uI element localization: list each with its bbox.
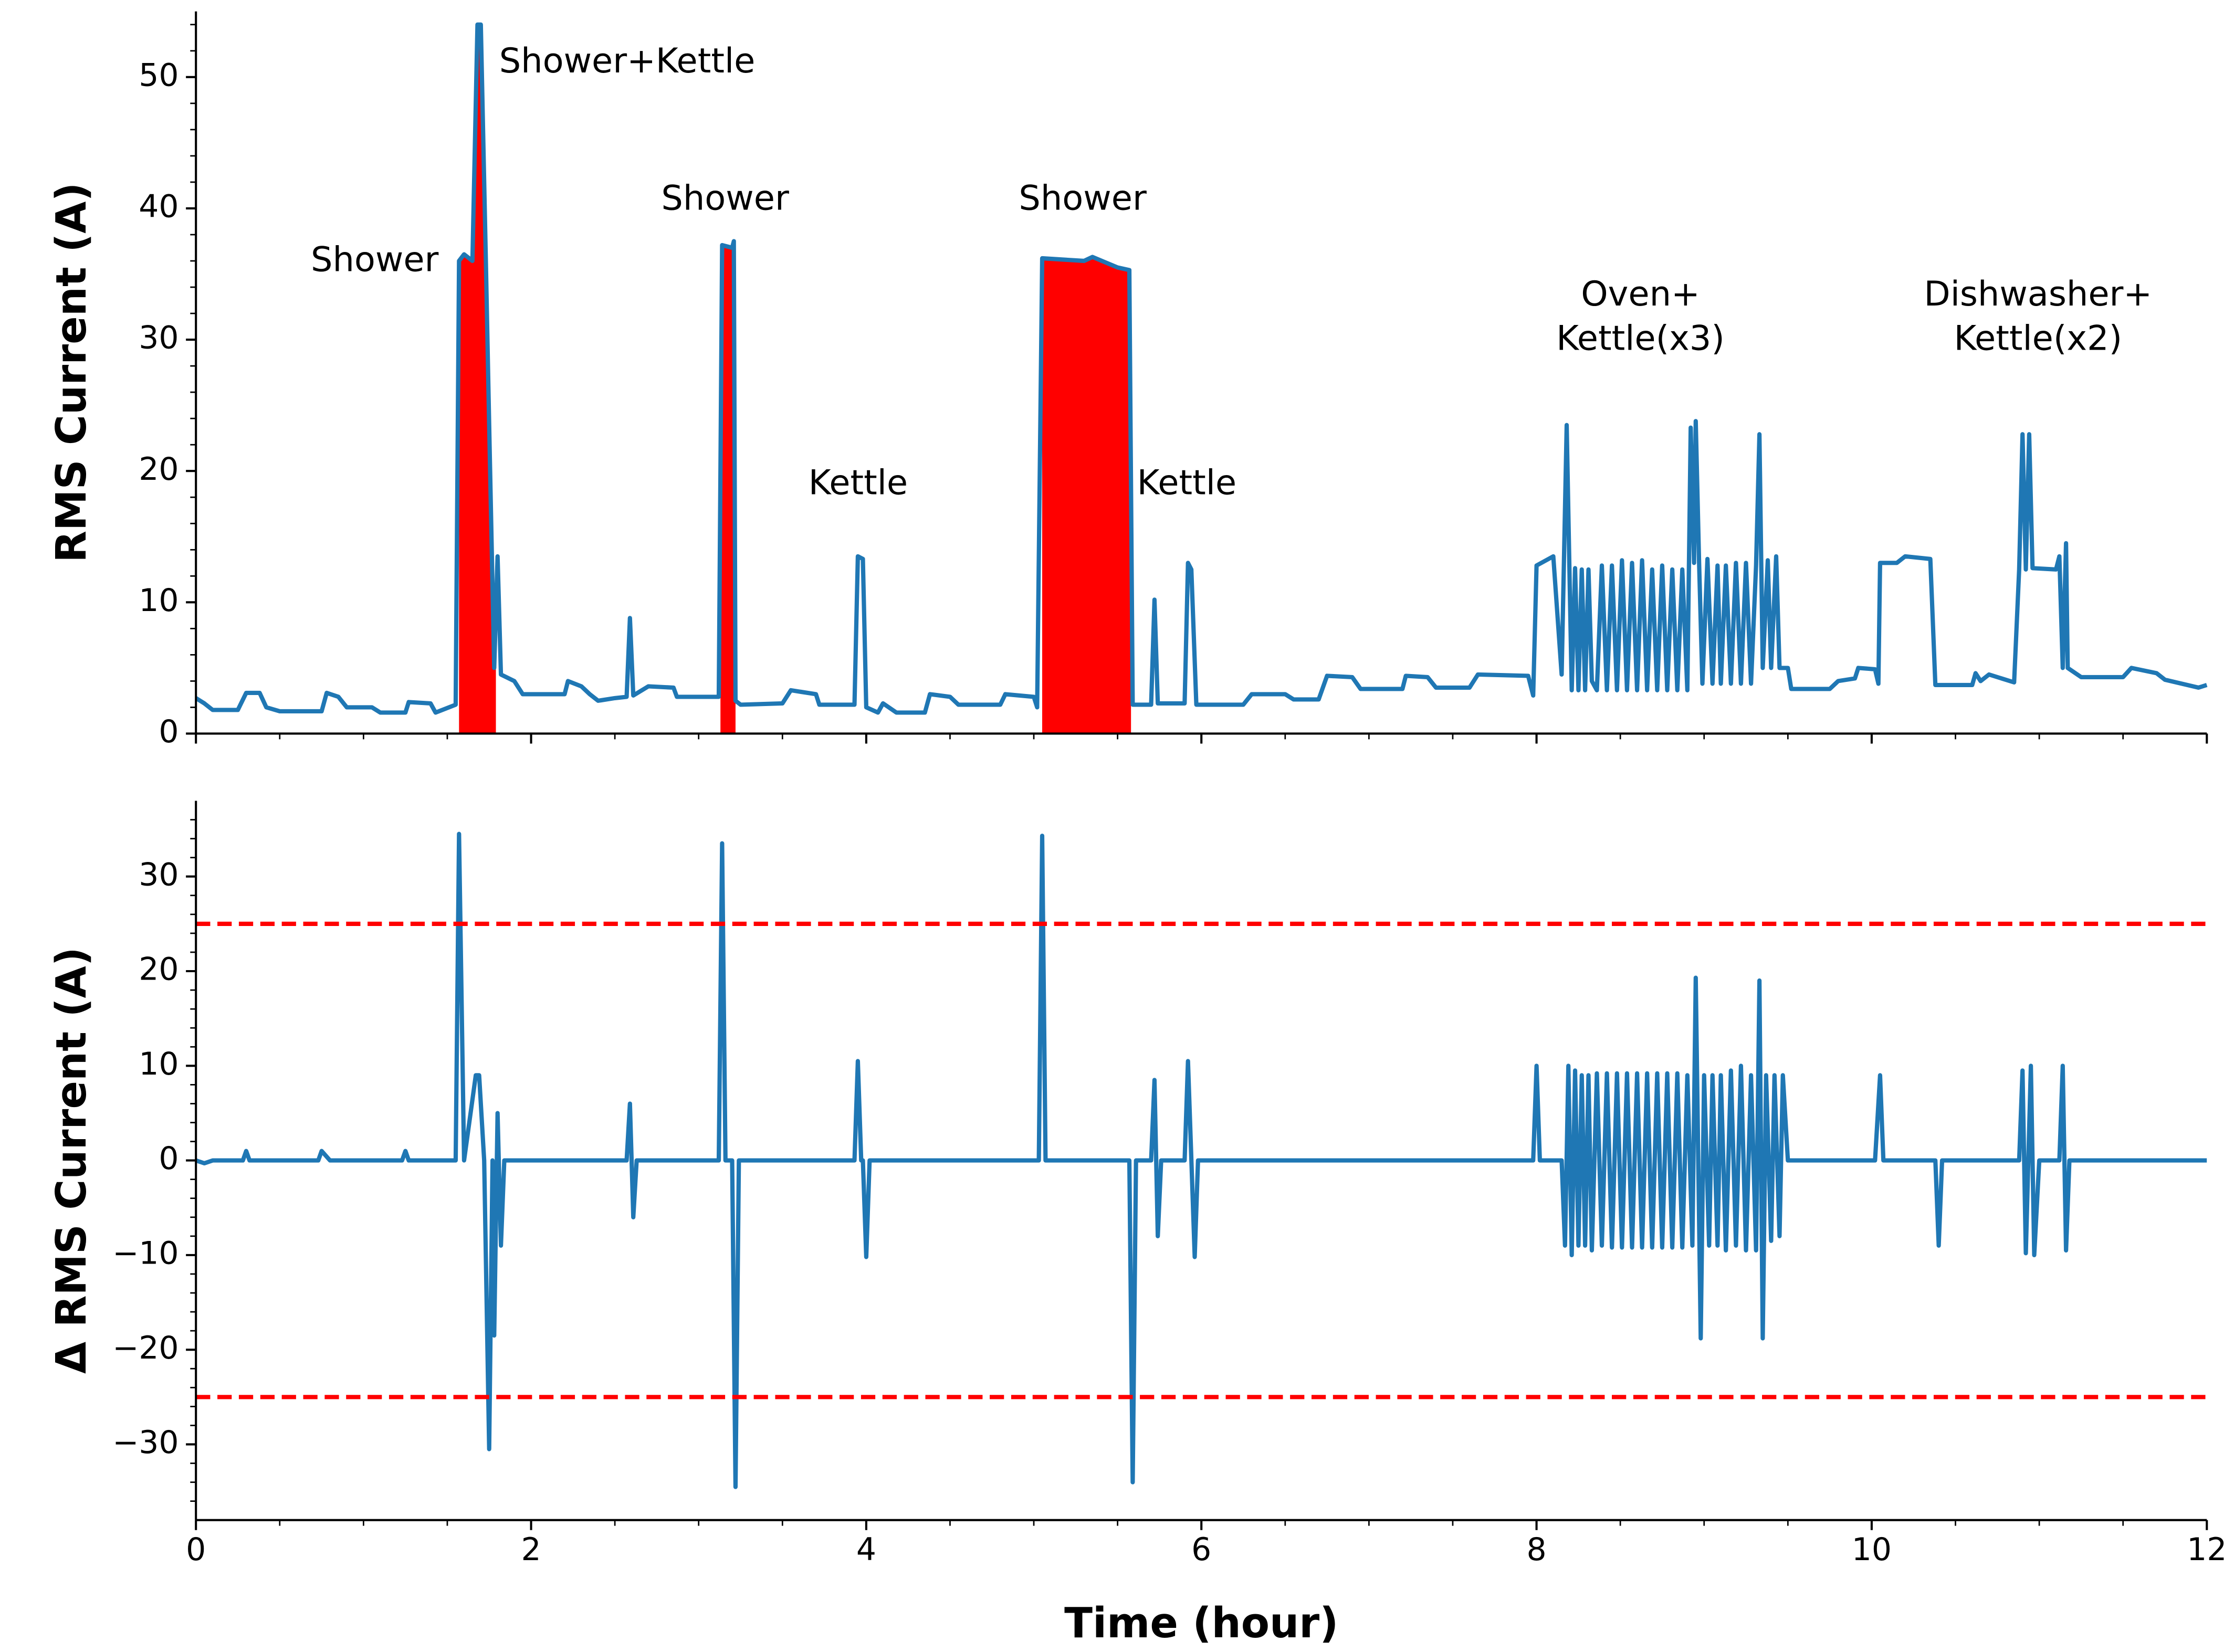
y-tick-label: 0 — [159, 1140, 179, 1177]
annotation: Shower — [311, 240, 439, 280]
y-tick-label: 20 — [139, 951, 179, 988]
annotation: Kettle — [809, 463, 908, 503]
y-tick-label: −20 — [112, 1330, 179, 1366]
y-tick-label: 50 — [139, 57, 179, 93]
y-tick-label: 20 — [139, 451, 179, 488]
x-tick-label: 0 — [186, 1531, 206, 1568]
y-tick-label: 0 — [159, 713, 179, 750]
annotation: Shower — [1019, 178, 1147, 218]
y-axis-label: Δ RMS Current (A) — [47, 947, 96, 1374]
data-line — [195, 22, 2208, 715]
highlight-fill — [1042, 257, 1131, 734]
y-tick-label: −10 — [112, 1235, 179, 1271]
y-axis-label: RMS Current (A) — [47, 182, 96, 562]
y-tick-label: 40 — [139, 188, 179, 225]
annotation: Kettle(x3) — [1556, 318, 1725, 358]
x-tick-label: 10 — [1852, 1531, 1892, 1568]
x-tick-label: 12 — [2187, 1531, 2227, 1568]
data-line — [195, 832, 2207, 1489]
y-tick-label: 30 — [139, 320, 179, 356]
annotation: Kettle — [1137, 463, 1236, 503]
x-tick-label: 6 — [1191, 1531, 1211, 1568]
y-tick-label: −30 — [112, 1424, 179, 1461]
y-tick-label: 10 — [139, 582, 179, 619]
annotation: Shower+Kettle — [499, 41, 756, 81]
highlight-fill — [459, 24, 496, 734]
y-tick-label: 10 — [139, 1046, 179, 1082]
annotation: Kettle(x2) — [1954, 318, 2122, 358]
highlight-fill — [720, 241, 736, 734]
annotation: Shower — [661, 178, 789, 218]
panel: 0 10 20 30 40 50 RMS Current (A) Shower Shower+K… — [47, 11, 2208, 750]
x-tick-label: 2 — [521, 1531, 541, 1568]
x-tick-label: 8 — [1526, 1531, 1546, 1568]
annotation: Oven+ — [1581, 274, 1700, 314]
panel: −30 −20 −10 0 10 20 30 0 2 4 6 8 10 12 Δ RMS Current (… — [47, 801, 2227, 1647]
annotation: Dishwasher+ — [1924, 274, 2152, 314]
x-axis-label: Time (hour) — [1064, 1599, 1338, 1647]
x-tick-label: 4 — [856, 1531, 876, 1568]
y-tick-label: 30 — [139, 856, 179, 893]
